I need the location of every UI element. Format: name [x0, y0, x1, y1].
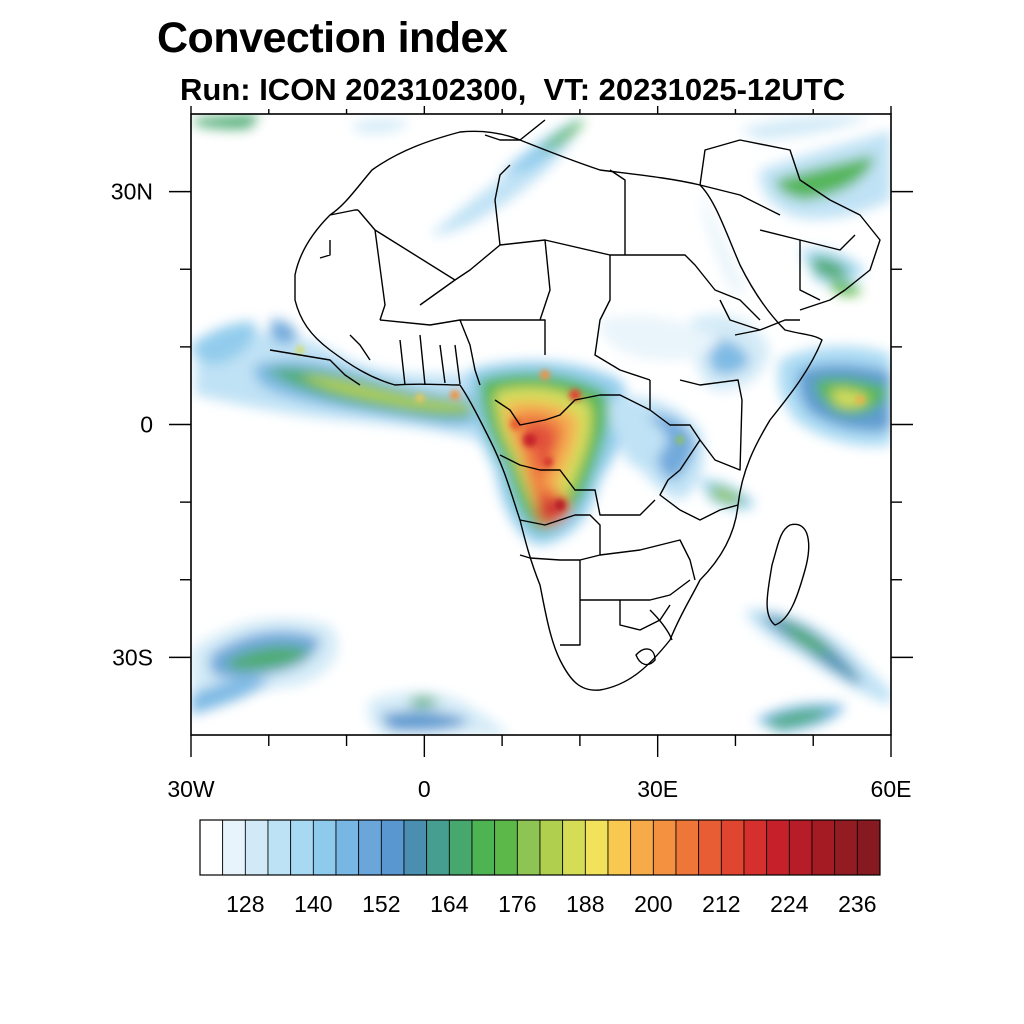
colorbar-box	[562, 819, 586, 876]
colorbar-box	[766, 819, 790, 876]
x-tick-label: 30W	[167, 776, 215, 802]
colorbar-box	[244, 819, 269, 876]
colorbar-box	[743, 819, 768, 876]
colorbar-box	[199, 819, 224, 876]
colorbar-box	[652, 819, 677, 876]
y-tick-label: 0	[140, 412, 153, 438]
x-tick-label: 30E	[637, 776, 678, 802]
colorbar-outline	[199, 819, 881, 876]
y-tick-label: 30N	[111, 179, 153, 205]
colorbar-label: 188	[566, 891, 604, 917]
colorbar-label: 128	[226, 891, 264, 917]
colorbar-box	[720, 819, 745, 876]
run-subtitle: Run: ICON 2023102300, VT: 20231025-12UTC	[180, 72, 846, 107]
colorbar-box	[380, 819, 405, 876]
colorbar-box	[834, 819, 858, 876]
colorbar-label: 200	[634, 891, 672, 917]
axis-tick-labels: 30W 0 30E 60E 30N 0 30S	[111, 179, 912, 802]
colorbar-box	[630, 819, 654, 876]
colorbar-box	[471, 819, 496, 876]
colorbar-box	[403, 819, 428, 876]
colorbar-box	[290, 819, 314, 876]
colorbar-box	[448, 819, 473, 876]
colorbar-box	[494, 819, 518, 876]
colorbar-box	[516, 819, 541, 876]
colorbar-box	[856, 819, 881, 876]
colorbar-box	[335, 819, 360, 876]
convection-field	[191, 114, 891, 735]
colorbar-box	[788, 819, 813, 876]
axis-ticks	[169, 106, 913, 757]
colorbar-label: 224	[770, 891, 809, 917]
y-tick-label: 30S	[112, 644, 153, 670]
colorbar-box	[698, 819, 722, 876]
x-tick-label: 60E	[871, 776, 912, 802]
colorbar-label: 140	[294, 891, 332, 917]
colorbar	[199, 819, 881, 876]
colorbar-label: 236	[838, 891, 876, 917]
page-title: Convection index	[157, 14, 508, 62]
x-tick-label: 0	[418, 776, 431, 802]
country-borders	[269, 119, 881, 691]
colorbar-box	[811, 819, 836, 876]
colorbar-label: 176	[498, 891, 536, 917]
colorbar-label: 164	[430, 891, 469, 917]
colorbar-labels: 128 140 152 164 176 188 200 212 224 236	[226, 891, 876, 917]
colorbar-label: 152	[362, 891, 400, 917]
colorbar-box	[675, 819, 700, 876]
colorbar-box	[222, 819, 246, 876]
colorbar-box	[607, 819, 632, 876]
colorbar-box	[584, 819, 609, 876]
colorbar-box	[358, 819, 382, 876]
colorbar-box	[312, 819, 337, 876]
colorbar-box	[267, 819, 292, 876]
colorbar-box	[539, 819, 564, 876]
colorbar-label: 212	[702, 891, 740, 917]
colorbar-box	[426, 819, 450, 876]
